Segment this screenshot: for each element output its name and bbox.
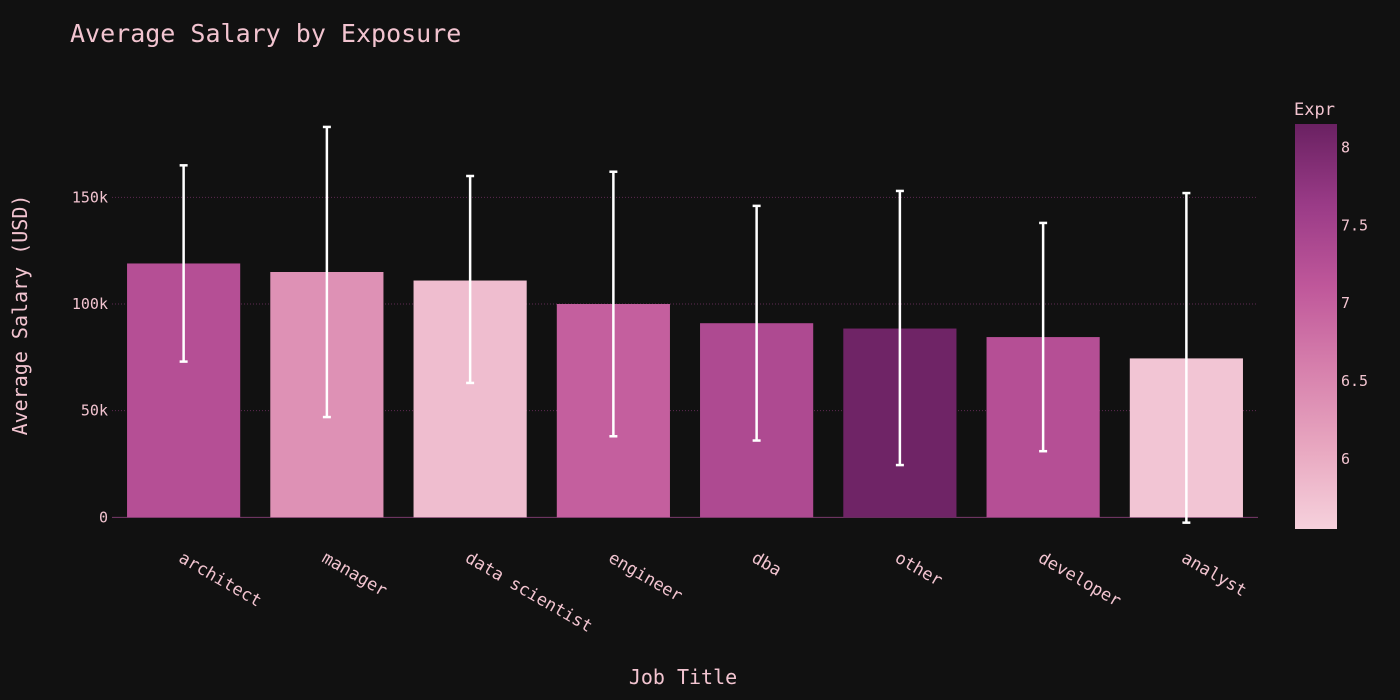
x-tick-label: engineer bbox=[605, 548, 686, 606]
error-bar bbox=[466, 174, 475, 385]
x-tick-label: data scientist bbox=[462, 548, 596, 637]
error-bar bbox=[895, 189, 904, 467]
colorbar-tick-label: 7.5 bbox=[1341, 216, 1368, 234]
colorbar-tick-label: 7 bbox=[1341, 294, 1350, 312]
error-bar bbox=[1039, 221, 1048, 453]
error-bar bbox=[1182, 191, 1191, 524]
y-tick-label: 0 bbox=[99, 508, 108, 526]
colorbar-title: Expr bbox=[1294, 100, 1335, 120]
x-tick-label: other bbox=[891, 548, 945, 591]
chart-title: Average Salary by Exposure bbox=[70, 19, 461, 48]
error-bar bbox=[179, 164, 188, 363]
error-bars bbox=[179, 125, 1191, 524]
bars bbox=[127, 263, 1243, 518]
y-tick-label: 100k bbox=[72, 295, 108, 313]
y-tick-label: 150k bbox=[72, 188, 108, 206]
error-bar bbox=[609, 170, 618, 438]
colorbar: Expr 6 6.5 7 7.5 8 bbox=[1294, 100, 1368, 529]
x-tick-label: manager bbox=[318, 548, 390, 601]
colorbar-tick-label: 6.5 bbox=[1341, 372, 1368, 390]
y-axis-title: Average Salary (USD) bbox=[8, 195, 32, 436]
x-tick-labels: architect manager data scientist engineer db… bbox=[175, 548, 1250, 637]
x-tick-label: architect bbox=[175, 548, 265, 611]
colorbar-tick-label: 6 bbox=[1341, 450, 1350, 468]
x-axis-title: Job Title bbox=[629, 665, 737, 689]
error-bar bbox=[752, 204, 761, 442]
colorbar-ticks: 6 6.5 7 7.5 8 bbox=[1341, 138, 1368, 468]
colorbar-gradient bbox=[1295, 124, 1337, 529]
y-tick-label: 50k bbox=[81, 402, 108, 420]
x-tick-label: developer bbox=[1035, 548, 1125, 611]
y-tick-labels: 0 50k 100k 150k bbox=[72, 188, 108, 526]
colorbar-tick-label: 8 bbox=[1341, 138, 1350, 156]
x-tick-label: analyst bbox=[1178, 548, 1250, 601]
x-tick-label: dba bbox=[748, 548, 785, 581]
error-bar bbox=[322, 125, 331, 419]
